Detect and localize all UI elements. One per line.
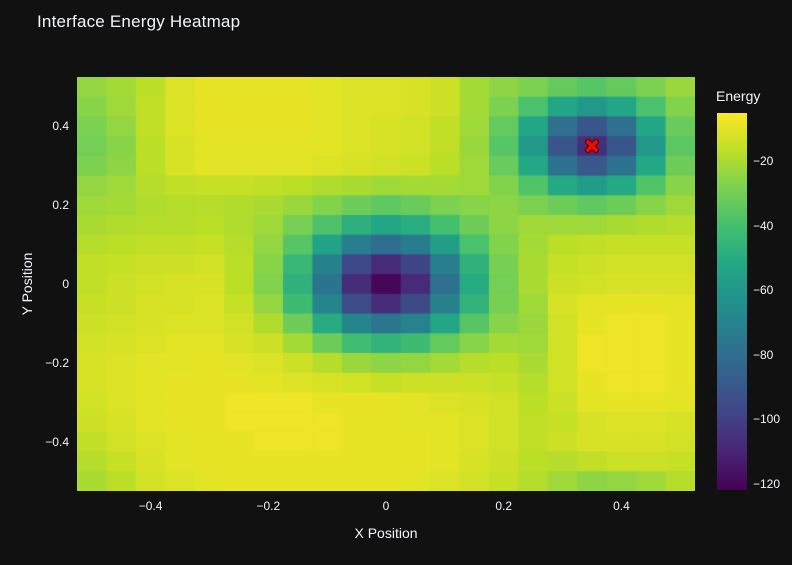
chart-title: Interface Energy Heatmap [37,12,241,31]
y-tick-label: 0.2 [52,198,69,213]
colorbar-tick-label: −100 [753,412,781,427]
colorbar-title: Energy [716,88,761,104]
colorbar-tick-label: −20 [753,154,774,169]
heatmap-canvas[interactable] [77,77,695,491]
y-tick-label: −0.4 [45,434,69,449]
colorbar-tick-label: −60 [753,283,774,298]
y-axis-title: Y Position [19,252,35,316]
x-tick-label: 0.4 [613,499,630,513]
x-tick-label: −0.2 [256,499,281,513]
x-axis-title: X Position [354,525,418,541]
y-tick-label: −0.2 [45,355,69,370]
x-tick-label: −0.4 [138,499,163,513]
colorbar-gradient [717,113,747,490]
y-tick-label: 0 [62,277,69,291]
y-tick-label: 0.4 [52,119,69,134]
colorbar-tick-label: −120 [753,476,781,491]
x-tick-label: 0.2 [495,499,513,513]
x-tick-label: 0 [382,499,390,513]
plot-area[interactable] [77,77,695,491]
colorbar-tick-label: −40 [753,218,774,233]
colorbar-tick-label: −80 [753,347,774,362]
